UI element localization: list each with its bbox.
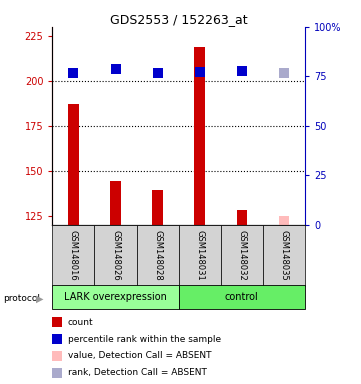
Text: GSM148031: GSM148031 [195,230,204,281]
Bar [236,210,247,225]
Bar [68,104,79,225]
Bar [221,225,263,286]
Text: GSM148035: GSM148035 [279,230,288,281]
Text: GSM148032: GSM148032 [238,230,246,281]
Point [281,70,287,76]
Bar [52,285,179,309]
Text: GSM148016: GSM148016 [69,230,78,281]
Bar [179,285,305,309]
Title: GDS2553 / 152263_at: GDS2553 / 152263_at [110,13,248,26]
Text: GSM148028: GSM148028 [153,230,162,281]
Bar [95,225,136,286]
Point [70,70,76,76]
Text: protocol: protocol [4,294,40,303]
Bar [195,47,205,225]
Bar [152,190,163,225]
Text: GSM148026: GSM148026 [111,230,120,281]
Text: count: count [68,318,93,327]
Text: LARK overexpression: LARK overexpression [64,292,167,302]
Point [197,69,203,75]
Text: rank, Detection Call = ABSENT: rank, Detection Call = ABSENT [68,368,207,377]
Point [113,66,118,73]
Bar [179,225,221,286]
Bar [136,225,179,286]
Text: ▶: ▶ [36,294,44,304]
Text: control: control [225,292,259,302]
Bar [110,182,121,225]
Bar [279,216,289,225]
Text: percentile rank within the sample: percentile rank within the sample [68,334,221,344]
Point [239,68,245,74]
Text: value, Detection Call = ABSENT: value, Detection Call = ABSENT [68,351,212,361]
Bar [263,225,305,286]
Point [155,70,161,76]
Bar [52,225,95,286]
